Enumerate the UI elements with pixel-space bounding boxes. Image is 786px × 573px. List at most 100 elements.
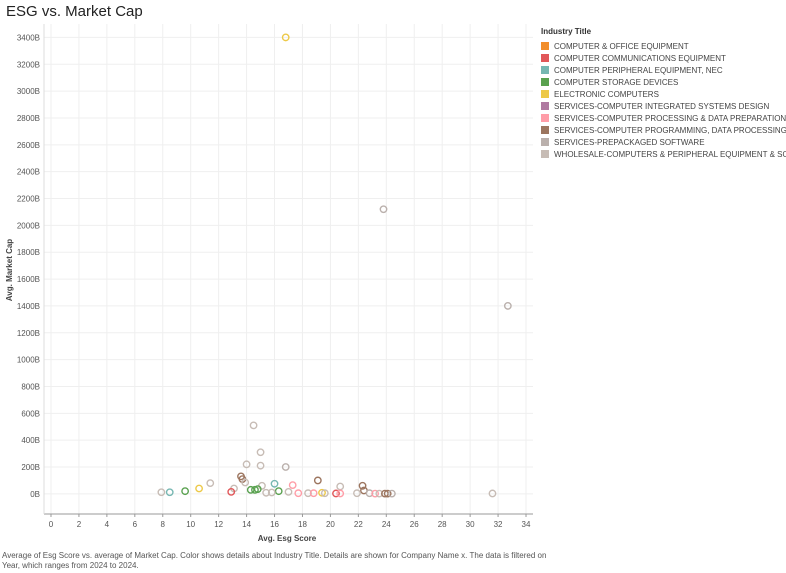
legend-item[interactable]: COMPUTER & OFFICE EQUIPMENT [541, 40, 786, 52]
legend-swatch [541, 102, 549, 110]
x-tick-label: 20 [326, 520, 335, 529]
scatter-point[interactable] [387, 489, 396, 498]
scatter-point[interactable] [309, 489, 318, 498]
legend-item[interactable]: SERVICES-COMPUTER PROCESSING & DATA PREP… [541, 112, 786, 124]
scatter-point[interactable] [358, 481, 367, 490]
y-tick-label: 1600B [17, 275, 40, 284]
scatter-point[interactable] [274, 487, 283, 496]
x-tick-label: 0 [49, 520, 54, 529]
scatter-point[interactable] [332, 489, 340, 498]
scatter-point[interactable] [246, 485, 255, 494]
scatter-point[interactable] [375, 489, 384, 498]
x-axis-title: Avg. Esg Score [258, 534, 317, 543]
y-tick-label: 1000B [17, 356, 40, 365]
scatter-point[interactable] [195, 484, 203, 493]
legend-swatch [541, 78, 549, 86]
scatter-point[interactable] [241, 478, 250, 487]
scatter-point[interactable] [165, 488, 174, 497]
scatter-point[interactable] [281, 33, 290, 42]
legend-item[interactable]: COMPUTER COMMUNICATIONS EQUIPMENT [541, 52, 786, 64]
y-tick-label: 2200B [17, 195, 40, 204]
scatter-point[interactable] [365, 489, 374, 498]
legend-label: COMPUTER PERIPHERAL EQUIPMENT, NEC [554, 65, 723, 75]
legend-swatch [541, 54, 549, 62]
scatter-point[interactable] [336, 482, 345, 491]
legend-item[interactable]: SERVICES-PREPACKAGED SOFTWARE [541, 136, 786, 148]
legend-label: SERVICES-COMPUTER PROCESSING & DATA PREP… [554, 113, 786, 123]
legend-swatch [541, 114, 549, 122]
y-tick-label: 2000B [17, 221, 40, 230]
scatter-point[interactable] [249, 421, 258, 430]
scatter-point[interactable] [313, 476, 322, 485]
y-tick-label: 400B [21, 436, 40, 445]
scatter-point[interactable] [379, 205, 388, 214]
legend-item[interactable]: SERVICES-COMPUTER INTEGRATED SYSTEMS DES… [541, 100, 786, 112]
scatter-point[interactable] [262, 488, 271, 497]
x-tick-label: 14 [242, 520, 251, 529]
x-tick-label: 34 [522, 520, 531, 529]
legend-swatch [541, 138, 549, 146]
legend-item[interactable]: WHOLESALE-COMPUTERS & PERIPHERAL EQUIPME… [541, 148, 786, 160]
scatter-point[interactable] [488, 489, 497, 498]
scatter-point[interactable] [304, 489, 312, 498]
x-tick-label: 32 [494, 520, 503, 529]
scatter-point[interactable] [336, 489, 345, 498]
legend-swatch [541, 66, 549, 74]
x-tick-label: 28 [438, 520, 447, 529]
x-tick-label: 12 [214, 520, 223, 529]
legend-label: SERVICES-COMPUTER INTEGRATED SYSTEMS DES… [554, 101, 770, 111]
scatter-point[interactable] [320, 489, 329, 498]
gridlines [44, 24, 533, 514]
scatter-chart: 0B 200B 400B 600B 800B 1000B 1200B 1400B 1600B 18… [5, 24, 533, 543]
scatter-point[interactable] [281, 463, 290, 471]
scatter-point[interactable] [267, 488, 276, 497]
scatter-point[interactable] [288, 481, 297, 490]
scatter-point[interactable] [251, 485, 259, 494]
page-title: ESG vs. Market Cap [6, 3, 143, 20]
scatter-point[interactable] [318, 488, 326, 497]
legend-label: COMPUTER COMMUNICATIONS EQUIPMENT [554, 53, 726, 63]
chart-caption: Average of Esg Score vs. average of Mark… [2, 551, 547, 570]
y-tick-label: 1800B [17, 248, 40, 257]
x-tick-label: 6 [133, 520, 138, 529]
legend-item[interactable]: SERVICES-COMPUTER PROGRAMMING, DATA PROC… [541, 124, 786, 136]
x-tick-label: 4 [105, 520, 110, 529]
scatter-point[interactable] [353, 489, 361, 498]
y-tick-label: 2600B [17, 141, 40, 150]
legend-label: COMPUTER STORAGE DEVICES [554, 77, 679, 87]
scatter-point[interactable] [157, 488, 166, 497]
x-tick-label: 16 [270, 520, 279, 529]
y-tick-label: 3400B [17, 33, 40, 42]
y-tick-label: 3000B [17, 87, 40, 96]
scatter-point[interactable] [270, 479, 279, 488]
scatter-point[interactable] [383, 489, 392, 498]
y-tick-label: 200B [21, 463, 40, 472]
scatter-point[interactable] [256, 461, 265, 470]
scatter-point[interactable] [503, 302, 512, 310]
legend-item[interactable]: ELECTRONIC COMPUTERS [541, 88, 786, 100]
scatter-point[interactable] [242, 460, 251, 469]
axes: 0B 200B 400B 600B 800B 1000B 1200B 1400B 1600B 18… [17, 24, 533, 529]
scatter-point[interactable] [181, 487, 190, 496]
y-tick-label: 3200B [17, 60, 40, 69]
legend-item[interactable]: COMPUTER STORAGE DEVICES [541, 76, 786, 88]
legend-item[interactable]: COMPUTER PERIPHERAL EQUIPMENT, NEC [541, 64, 786, 76]
y-tick-label: 600B [21, 409, 40, 418]
legend: Industry Title COMPUTER & OFFICE EQUIPME… [541, 27, 786, 160]
data-points [157, 33, 512, 498]
scatter-point[interactable] [206, 479, 215, 488]
y-axis-title: Avg. Market Cap [5, 239, 14, 302]
scatter-point[interactable] [256, 448, 265, 457]
legend-items: COMPUTER & OFFICE EQUIPMENT COMPUTER COMM… [541, 40, 786, 160]
legend-label: SERVICES-COMPUTER PROGRAMMING, DATA PROC… [554, 125, 786, 135]
legend-title: Industry Title [541, 27, 592, 36]
x-tick-label: 30 [466, 520, 475, 529]
scatter-point[interactable] [294, 489, 303, 498]
scatter-point[interactable] [284, 487, 293, 496]
y-tick-label: 0B [30, 490, 40, 499]
scatter-point[interactable] [227, 487, 236, 496]
scatter-point[interactable] [371, 489, 380, 498]
x-tick-label: 2 [77, 520, 82, 529]
y-tick-label: 1200B [17, 329, 40, 338]
y-tick-label: 800B [21, 382, 40, 391]
